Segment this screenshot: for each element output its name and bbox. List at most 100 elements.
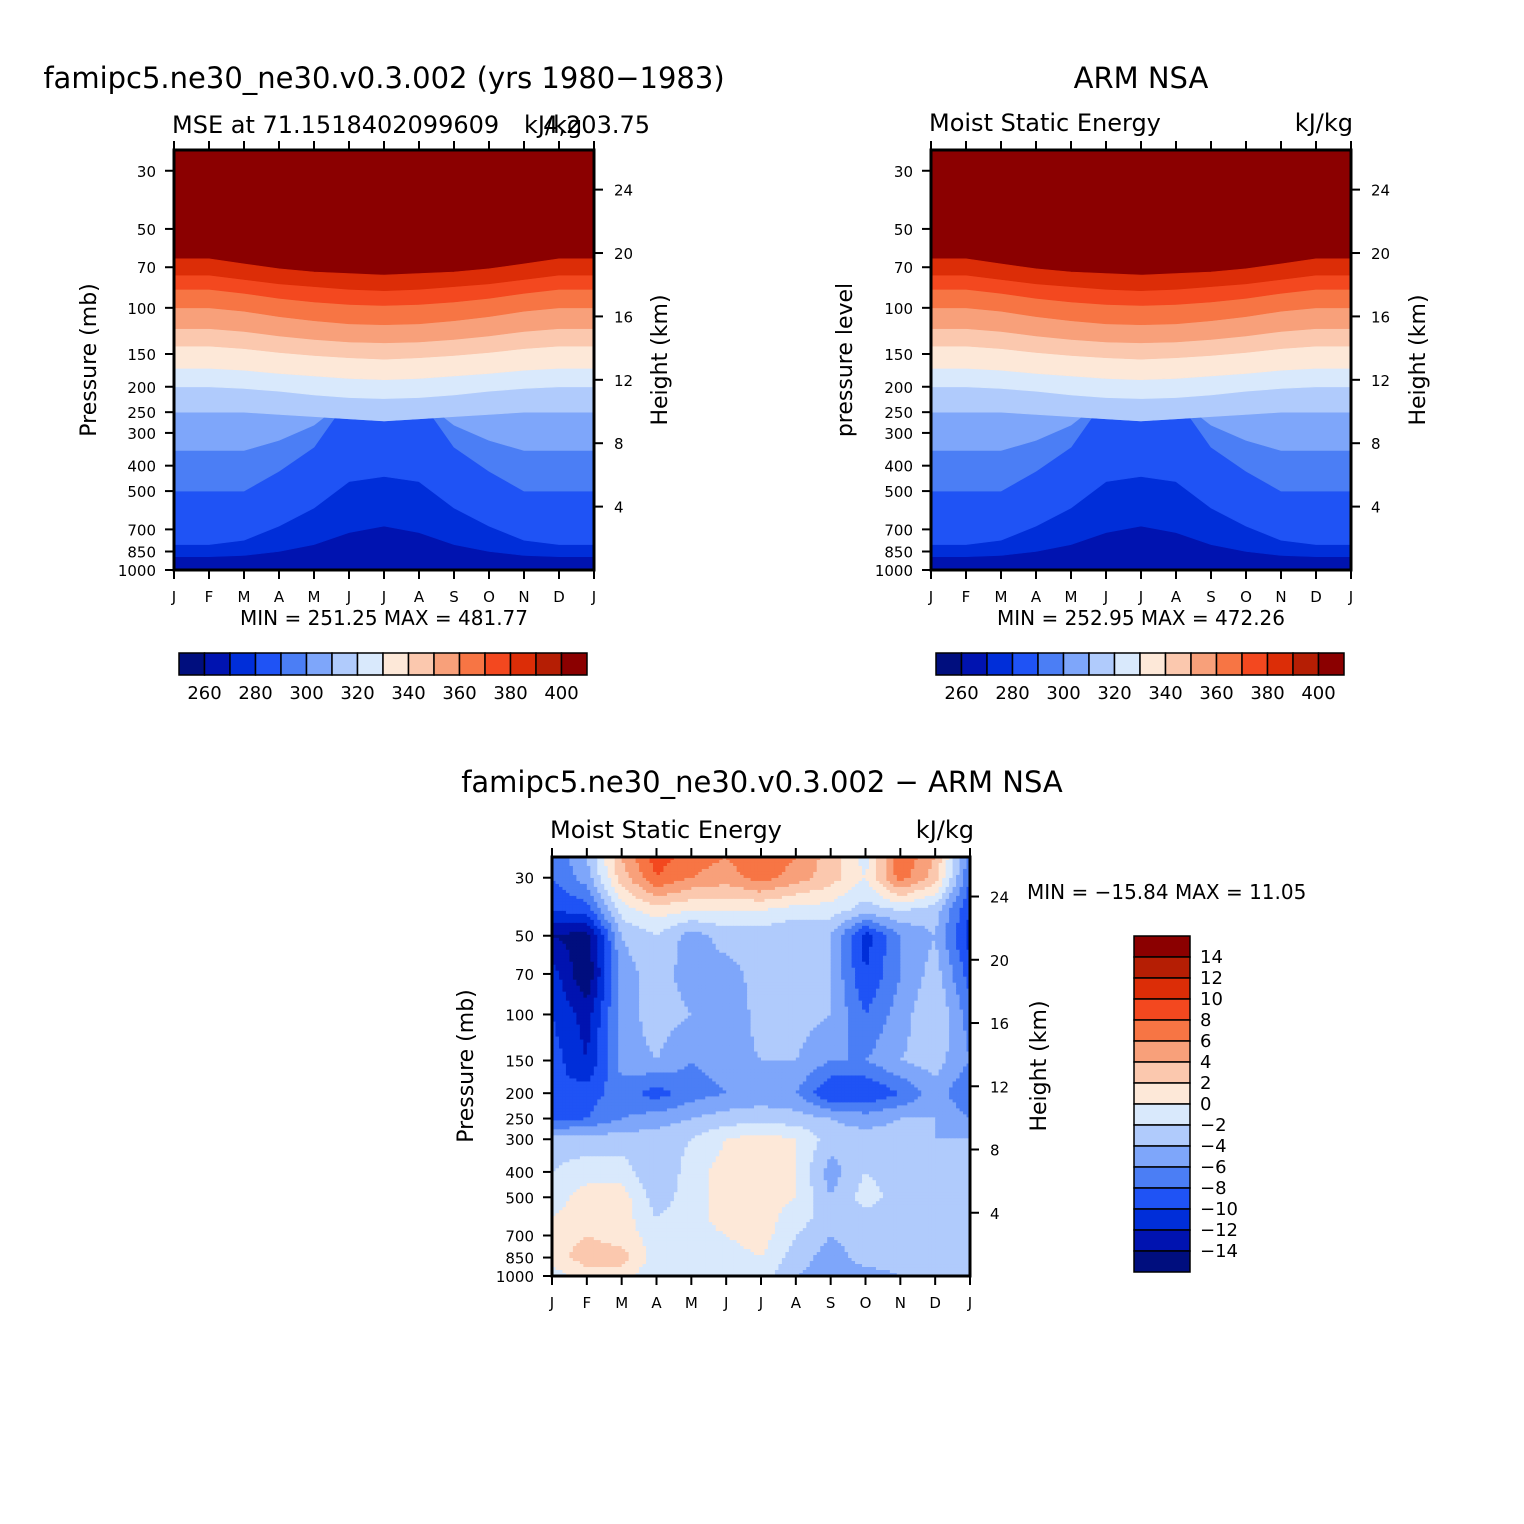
- diff-cell: [635, 871, 640, 876]
- obs-title: ARM NSA: [1074, 61, 1209, 95]
- diff-cell: [569, 874, 574, 879]
- diff-cell: [785, 859, 790, 864]
- diff-cell: [886, 862, 891, 867]
- diff-cell: [625, 874, 630, 879]
- diff-cell: [712, 868, 717, 873]
- obs-subtitle-left: Moist Static Energy: [929, 109, 1161, 137]
- diff-cell: [733, 857, 738, 861]
- obs-xtick-label: J: [1103, 588, 1108, 606]
- diff-cell: [942, 871, 947, 876]
- diff-cell: [677, 859, 682, 864]
- diff-cell: [656, 871, 661, 876]
- diff-cell: [579, 859, 584, 864]
- diff-cell: [715, 865, 720, 870]
- diff-cell: [590, 874, 595, 879]
- diff-cell: [642, 862, 647, 867]
- diff-cell: [670, 862, 675, 867]
- diff-cell: [875, 865, 881, 870]
- diff-cell: [576, 871, 581, 876]
- diff-cell: [844, 871, 849, 876]
- diff-cell: [928, 871, 933, 876]
- diff-cell: [639, 865, 644, 870]
- diff-cell: [963, 865, 968, 870]
- diff-cell: [642, 857, 647, 861]
- diff-cell: [886, 871, 891, 876]
- diff-cell: [719, 862, 724, 867]
- diff-cell: [855, 862, 860, 867]
- diff-cell: [604, 865, 609, 870]
- diff-cell: [837, 857, 842, 861]
- diff-cell: [795, 865, 800, 870]
- diff-cell: [632, 871, 637, 876]
- diff-cell: [771, 868, 776, 873]
- diff-cell: [552, 865, 557, 870]
- diff-cell: [931, 859, 936, 864]
- diff-cell: [680, 857, 685, 861]
- diff-cell: [604, 857, 609, 861]
- diff-cell: [799, 862, 804, 867]
- diff-cell: [799, 865, 804, 870]
- diff-cell: [914, 857, 919, 861]
- diff-cell: [865, 859, 870, 864]
- diff-cell: [593, 857, 598, 861]
- diff-cell: [635, 857, 640, 861]
- diff-cell: [879, 871, 884, 876]
- diff-cell: [726, 868, 731, 873]
- model-cbar-swatch: [280, 652, 308, 676]
- diff-cell: [593, 859, 598, 864]
- diff-cell: [586, 868, 591, 873]
- obs-xtick-label: M: [995, 588, 1008, 606]
- diff-cell: [917, 868, 922, 873]
- diff-cell: [942, 857, 947, 861]
- diff-cell: [910, 865, 915, 870]
- diff-cell: [698, 868, 703, 873]
- diff-cell: [774, 859, 780, 864]
- diff-cell: [767, 871, 773, 876]
- diff-cell: [694, 857, 699, 861]
- diff-cell: [743, 871, 748, 876]
- diff-cell: [754, 857, 759, 861]
- diff-cell: [896, 862, 901, 867]
- obs-ytick-label: 50: [894, 221, 913, 239]
- diff-cell: [593, 871, 598, 876]
- diff-cell: [698, 862, 703, 867]
- diff-cell: [851, 871, 856, 876]
- diff-cell: [778, 862, 783, 867]
- diff-cell: [963, 859, 968, 864]
- diff-cell: [552, 868, 557, 873]
- diff-cell: [872, 871, 877, 876]
- diff-cell: [597, 857, 602, 861]
- diff-cell: [806, 865, 811, 870]
- diff-cell: [896, 865, 901, 870]
- obs-ytick-label: 150: [884, 346, 913, 364]
- diff-cell: [771, 862, 776, 867]
- diff-cell: [956, 865, 961, 870]
- model-ylabel-right: Height (km): [648, 294, 673, 425]
- model-xtick-label: F: [205, 588, 214, 606]
- diff-cell: [611, 868, 616, 873]
- obs-ytick-label: 250: [884, 404, 913, 422]
- diff-cell: [767, 857, 773, 861]
- diff-cell: [949, 865, 954, 870]
- model-plot-area: J F M A M J J A S O N D J305070100150200250300400500…: [118, 141, 633, 606]
- diff-cell: [625, 857, 630, 861]
- diff-cell: [882, 868, 887, 873]
- diff-cell: [844, 865, 849, 870]
- diff-cell: [813, 871, 818, 876]
- diff-cell: [837, 868, 842, 873]
- diff-cell: [684, 871, 689, 876]
- diff-cell: [893, 857, 898, 861]
- diff-cell: [666, 865, 672, 870]
- diff-cell: [572, 857, 577, 861]
- diff-cell: [868, 857, 874, 861]
- diff-cell: [705, 865, 710, 870]
- model-xtick-label: J: [346, 588, 351, 606]
- diff-cell: [757, 865, 762, 870]
- diff-cell: [621, 859, 626, 864]
- diff-cell: [855, 871, 860, 876]
- diff-cell: [945, 871, 950, 876]
- diff-cell: [889, 862, 894, 867]
- model-cbar-swatch: [305, 652, 333, 676]
- diff-cell: [764, 859, 769, 864]
